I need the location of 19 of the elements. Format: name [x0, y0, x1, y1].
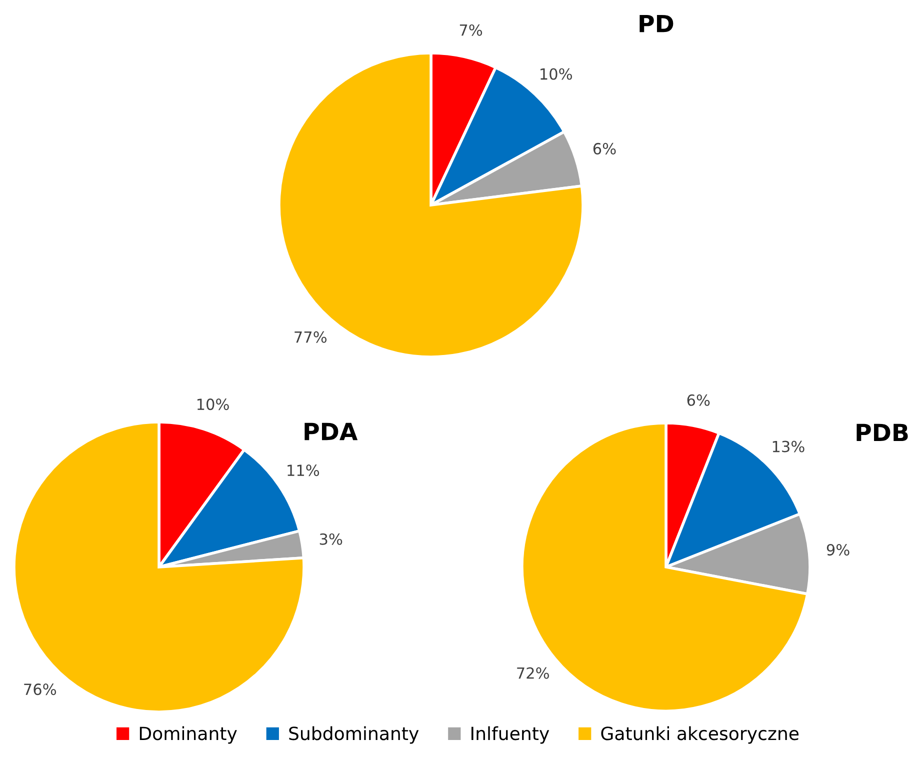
data-label: 6% [687, 394, 710, 406]
data-label: 13% [772, 440, 804, 452]
data-label: 7% [460, 24, 482, 36]
data-label: 77% [294, 331, 327, 343]
legend-label: Inlfuenty [472, 726, 550, 744]
data-label: 3% [320, 533, 342, 545]
data-label: 76% [24, 684, 56, 696]
data-label: 10% [197, 398, 229, 410]
chart-title: PD [640, 14, 674, 32]
data-label: 9% [826, 544, 850, 556]
legend-label: Gatunki akcesoryczne [601, 726, 799, 744]
data-label: 10% [540, 68, 572, 80]
text: PDB [856, 424, 908, 442]
legend-label: Dominanty [140, 726, 237, 744]
data-label: 6% [593, 142, 616, 154]
text: PDA [304, 422, 358, 440]
data-label: 11% [288, 464, 320, 476]
data-label: 72% [517, 667, 549, 679]
legend-label: Subdominanty [289, 726, 419, 744]
